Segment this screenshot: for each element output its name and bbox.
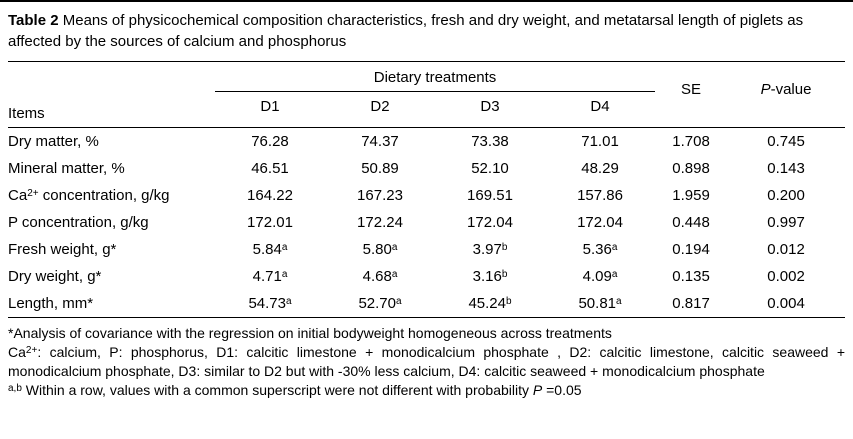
pvalue-cell: 0.200 <box>767 187 805 204</box>
footnote-analysis: *Analysis of covariance with the regress… <box>8 325 612 341</box>
treatment-column-header-d4: D4 <box>590 98 610 115</box>
table-row-ca-concentration: Ca2+ concentration, g/kg 164.22 167.23 1… <box>8 182 845 209</box>
items-column-header: Items <box>8 105 45 122</box>
row-label: Dry matter, % <box>8 133 99 150</box>
table-row-dry-matter: Dry matter, % 76.28 74.37 73.38 71.01 1.… <box>8 128 845 156</box>
value-cell-d2: 52.70a <box>358 295 402 312</box>
se-cell: 0.898 <box>672 160 710 177</box>
value-cell-d3: 172.04 <box>467 214 513 231</box>
table-number: Table 2 <box>8 12 59 29</box>
header-row-group: Items Dietary treatments SE P-value <box>8 61 845 122</box>
value-cell-d3: 3.97b <box>472 241 508 258</box>
row-label: Length, mm* <box>8 295 94 312</box>
row-label: Mineral matter, % <box>8 160 125 177</box>
table-caption-text: Means of physicochemical composition cha… <box>8 12 804 50</box>
se-cell: 1.959 <box>672 187 710 204</box>
footnote-abbreviations: Ca2+: calcium, P: phosphorus, D1: calcit… <box>8 344 845 379</box>
value-cell-d2: 5.80a <box>362 241 398 258</box>
pvalue-cell: 0.004 <box>767 295 805 312</box>
value-cell-d1: 172.01 <box>247 214 293 231</box>
treatment-column-header-d1: D1 <box>260 98 280 115</box>
dietary-treatments-group-header: Dietary treatments <box>215 61 656 92</box>
se-cell: 0.135 <box>672 268 710 285</box>
value-cell-d1: 76.28 <box>251 133 289 150</box>
value-cell-d1: 4.71a <box>252 268 288 285</box>
data-table: Items Dietary treatments SE P-value D1 D… <box>8 61 845 318</box>
value-cell-d4: 5.36a <box>582 241 618 258</box>
value-cell-d2: 172.24 <box>357 214 403 231</box>
pvalue-column-header: P-value <box>760 80 812 98</box>
value-cell-d1: 5.84a <box>252 241 288 258</box>
value-cell-d4: 50.81a <box>578 295 622 312</box>
value-cell-d3: 52.10 <box>471 160 509 177</box>
table-body: Dry matter, % 76.28 74.37 73.38 71.01 1.… <box>8 128 845 318</box>
value-cell-d2: 50.89 <box>361 160 399 177</box>
value-cell-d3: 3.16b <box>472 268 508 285</box>
value-cell-d4: 4.09a <box>582 268 618 285</box>
table-row-mineral-matter: Mineral matter, % 46.51 50.89 52.10 48.2… <box>8 155 845 182</box>
se-cell: 0.817 <box>672 295 710 312</box>
treatment-column-header-d2: D2 <box>370 98 390 115</box>
row-label: Dry weight, g* <box>8 268 102 285</box>
value-cell-d4: 48.29 <box>581 160 619 177</box>
footnotes-section: *Analysis of covariance with the regress… <box>8 318 845 400</box>
value-cell-d4: 157.86 <box>577 187 623 204</box>
value-cell-d3: 169.51 <box>467 187 513 204</box>
row-label: Fresh weight, g* <box>8 241 117 258</box>
value-cell-d1: 54.73a <box>248 295 292 312</box>
table-row-p-concentration: P concentration, g/kg 172.01 172.24 172.… <box>8 209 845 236</box>
se-column-header: SE <box>681 80 702 98</box>
table-row-length: Length, mm* 54.73a 52.70a 45.24b 50.81a … <box>8 290 845 318</box>
table-row-fresh-weight: Fresh weight, g* 5.84a 5.80a 3.97b 5.36a… <box>8 236 845 263</box>
pvalue-cell: 0.143 <box>767 160 805 177</box>
value-cell-d1: 164.22 <box>247 187 293 204</box>
table-row-dry-weight: Dry weight, g* 4.71a 4.68a 3.16b 4.09a 0… <box>8 263 845 290</box>
pvalue-cell: 0.745 <box>767 133 805 150</box>
table-caption: Table 2 Means of physicochemical composi… <box>8 7 845 61</box>
se-cell: 0.448 <box>672 214 710 231</box>
value-cell-d2: 4.68a <box>362 268 398 285</box>
value-cell-d3: 45.24b <box>468 295 512 312</box>
row-label: P concentration, g/kg <box>8 214 149 231</box>
value-cell-d4: 172.04 <box>577 214 623 231</box>
footnote-significance: a,b Within a row, values with a common s… <box>8 382 582 398</box>
value-cell-d4: 71.01 <box>581 133 619 150</box>
row-label: Ca2+ concentration, g/kg <box>8 187 170 204</box>
se-cell: 1.708 <box>672 133 710 150</box>
value-cell-d1: 46.51 <box>251 160 289 177</box>
value-cell-d2: 167.23 <box>357 187 403 204</box>
pvalue-cell: 0.012 <box>767 241 805 258</box>
treatment-column-header-d3: D3 <box>480 98 500 115</box>
se-cell: 0.194 <box>672 241 710 258</box>
pvalue-cell: 0.002 <box>767 268 805 285</box>
table-header: Items Dietary treatments SE P-value D1 D… <box>8 61 845 128</box>
value-cell-d3: 73.38 <box>471 133 509 150</box>
value-cell-d2: 74.37 <box>361 133 399 150</box>
header-row-treatments: D1 D2 D3 D4 <box>8 92 845 128</box>
pvalue-cell: 0.997 <box>767 214 805 231</box>
